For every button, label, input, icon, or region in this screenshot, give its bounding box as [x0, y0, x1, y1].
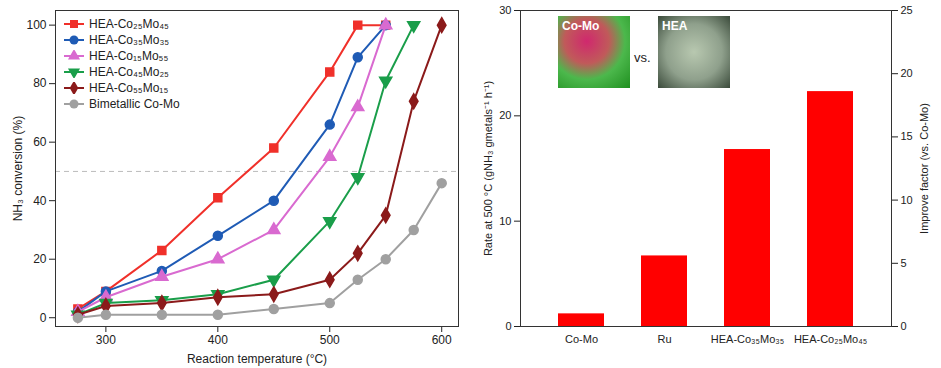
- svg-text:5: 5: [901, 257, 907, 269]
- html-text:HEA: HEA: [662, 19, 688, 33]
- svg-text:100: 100: [26, 18, 46, 32]
- svg-text:HEA-Co₂₅Mo₄₅: HEA-Co₂₅Mo₄₅: [794, 333, 867, 345]
- html-text:vs.: vs.: [634, 50, 651, 65]
- html-text:HEA-Co₅₅Mo₁₅: HEA-Co₅₅Mo₁₅: [89, 81, 169, 95]
- svg-text:Reaction temperature (°C): Reaction temperature (°C): [187, 352, 327, 366]
- svg-text:40: 40: [33, 194, 47, 208]
- svg-text:0: 0: [505, 320, 511, 332]
- html-text:HEA-Co₁₅Mo₅₅: HEA-Co₁₅Mo₅₅: [89, 49, 169, 63]
- html-text:Co-Mo: Co-Mo: [562, 19, 600, 33]
- html-text:HEA-Co₃₅Mo₃₅: HEA-Co₃₅Mo₃₅: [89, 33, 170, 47]
- svg-text:Ru: Ru: [657, 333, 671, 345]
- svg-text:60: 60: [33, 135, 47, 149]
- svg-text:300: 300: [96, 333, 116, 347]
- svg-text:HEA-Co₃₅Mo₃₅: HEA-Co₃₅Mo₃₅: [711, 333, 784, 345]
- svg-text:25: 25: [901, 4, 913, 16]
- svg-text:10: 10: [499, 215, 511, 227]
- html-text:HEA-Co₄₅Mo₂₅: HEA-Co₄₅Mo₂₅: [89, 65, 169, 79]
- svg-text:80: 80: [33, 76, 47, 90]
- svg-text:400: 400: [208, 333, 228, 347]
- html-text:HEA-Co₂₅Mo₄₅: HEA-Co₂₅Mo₄₅: [89, 17, 169, 31]
- svg-text:20: 20: [499, 109, 511, 121]
- svg-text:Rate at 500 °C (gNH₃ gmetals⁻¹: Rate at 500 °C (gNH₃ gmetals⁻¹ h⁻¹): [482, 81, 494, 256]
- svg-text:20: 20: [33, 252, 47, 266]
- svg-text:0: 0: [40, 311, 47, 325]
- svg-text:Improve factor (vs. Co-Mo): Improve factor (vs. Co-Mo): [918, 103, 930, 234]
- svg-text:10: 10: [901, 194, 913, 206]
- svg-text:600: 600: [432, 333, 452, 347]
- svg-text:0: 0: [901, 320, 907, 332]
- svg-text:NH₃ conversion (%): NH₃ conversion (%): [11, 116, 25, 222]
- html-text:Bimetallic Co-Mo: Bimetallic Co-Mo: [89, 97, 180, 111]
- svg-text:30: 30: [499, 4, 511, 16]
- svg-text:500: 500: [320, 333, 340, 347]
- svg-text:20: 20: [901, 67, 913, 79]
- svg-text:Co-Mo: Co-Mo: [565, 333, 598, 345]
- svg-text:15: 15: [901, 130, 913, 142]
